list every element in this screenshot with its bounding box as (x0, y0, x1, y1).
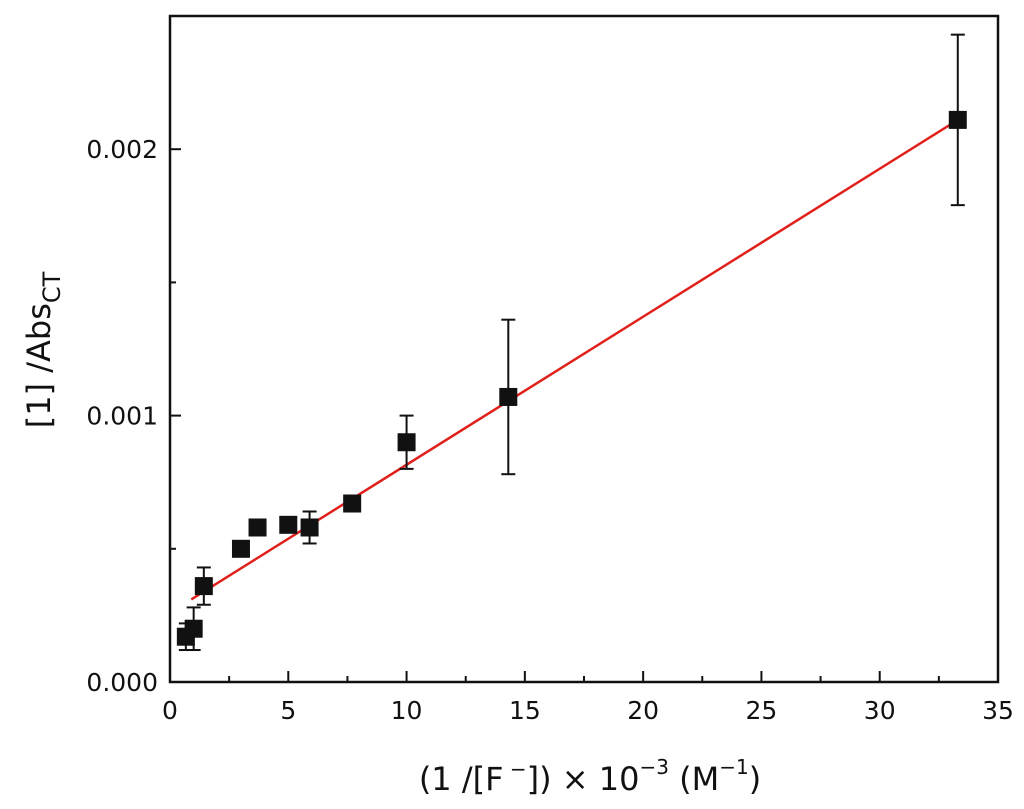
data-point (300, 518, 319, 537)
x-tick-label: 30 (864, 696, 896, 725)
data-point (184, 619, 203, 638)
x-tick-label: 10 (391, 696, 423, 725)
x-tick-label: 15 (509, 696, 541, 725)
data-point (248, 518, 267, 537)
x-tick-label: 25 (746, 696, 778, 725)
x-title-mid: ]) × 10 (527, 760, 640, 798)
y-tick-label: 0.001 (86, 402, 158, 431)
x-title-minus: − (504, 757, 527, 781)
x-axis-title: (1 /[F −]) × 10−3 (M−1) (419, 755, 761, 798)
x-title-unit-open: (M (669, 760, 719, 798)
error-bars-layer (178, 33, 965, 652)
x-title-unit-exp: −1 (719, 755, 748, 779)
x-title-unit-close: ) (749, 760, 761, 798)
data-points-layer (176, 110, 967, 646)
fit-line-layer (190, 118, 959, 601)
data-point (397, 433, 416, 452)
x-axis-ticks: 0 5 10 15 20 25 30 35 (162, 671, 1014, 725)
y-title-sub: CT (38, 271, 66, 303)
y-title-main: [1] /Abs (20, 303, 58, 428)
y-axis-ticks: 0.000 0.001 0.002 (86, 135, 181, 697)
plot-frame (168, 14, 1000, 684)
fit-line (190, 118, 959, 601)
x-tick-label: 0 (162, 696, 178, 725)
x-title-exp: −3 (639, 755, 668, 779)
y-tick-label: 0.002 (86, 135, 158, 164)
data-point (279, 515, 298, 534)
data-point (343, 494, 362, 513)
data-point (231, 539, 250, 558)
y-tick-label: 0.000 (86, 668, 158, 697)
x-tick-label: 5 (280, 696, 296, 725)
x-tick-label: 35 (982, 696, 1014, 725)
plot-border (168, 14, 1000, 684)
x-title-main: (1 /[F (419, 760, 504, 798)
x-tick-label: 20 (627, 696, 659, 725)
data-point (948, 110, 967, 129)
data-point (194, 577, 213, 596)
data-point (499, 387, 518, 406)
y-axis-title: [1] /AbsCT (20, 271, 66, 428)
